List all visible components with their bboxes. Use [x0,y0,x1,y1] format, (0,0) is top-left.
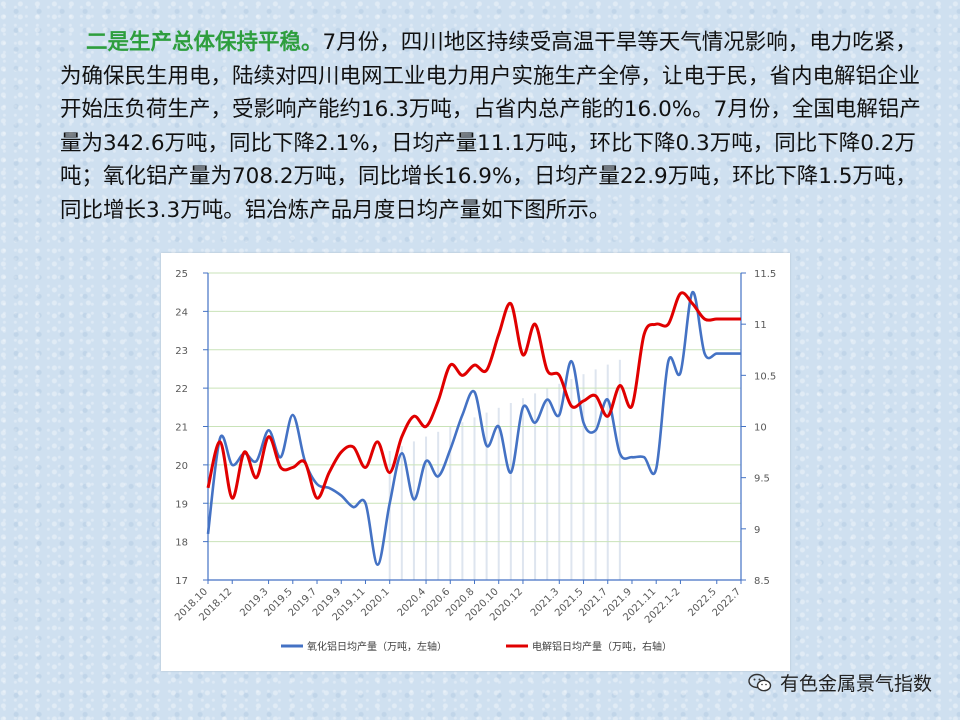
y-right-tick-label: 10.5 [754,371,776,382]
y-right-tick-label: 8.5 [754,576,770,587]
legend-label: 氧化铝日均产量（万吨，左轴） [307,640,447,653]
watermark-bar [618,359,621,580]
watermark-bar [400,446,403,580]
paragraph-text: 7月份，四川地区持续受高温干旱等天气情况影响，电力吃紧，为确保民生用电，陆续对四… [60,30,921,223]
watermark-bar [558,383,561,580]
y-left-tick-label: 17 [175,576,188,587]
y-left-tick-label: 20 [175,461,188,472]
y-right-tick-label: 11 [754,320,767,331]
series-line-aluminium [206,291,741,500]
y-right-tick-label: 9 [754,525,760,536]
y-left-tick-label: 25 [175,269,188,280]
watermark-bar [521,398,524,580]
series-line-alumina [206,290,741,566]
y-left-tick-label: 19 [175,499,188,510]
watermark-bar [582,374,585,580]
watermark: 有色金属景气指数 [748,669,932,696]
y-left-tick-label: 23 [175,346,188,357]
body-paragraph: 二是生产总体保持平稳。7月份，四川地区持续受高温干旱等天气情况影响，电力吃紧，为… [60,26,930,228]
watermark-bar [461,422,464,580]
watermark-bar [570,379,573,580]
watermark-bar [497,407,500,580]
watermark-bar [534,393,537,580]
watermark-bar [606,364,609,580]
watermark-text: 有色金属景气指数 [779,673,932,695]
y-left-tick-label: 24 [175,307,188,318]
legend-label: 电解铝日均产量（万吨，右轴） [532,640,672,653]
y-right-tick-label: 10 [754,423,767,434]
paragraph-highlight: 二是生产总体保持平稳。 [86,30,323,55]
y-left-tick-label: 18 [175,538,188,549]
watermark-bar [485,412,488,580]
line-chart: 1718192021222324258.599.51010.51111.5201… [173,269,776,653]
y-right-tick-label: 9.5 [754,474,770,485]
watermark-bar [412,441,415,580]
y-left-tick-label: 21 [175,423,188,434]
y-right-tick-label: 11.5 [754,269,776,280]
wechat-icon [748,673,772,691]
watermark-bar [388,451,391,580]
y-left-tick-label: 22 [175,384,188,395]
watermark-bar [425,436,428,580]
watermark-bar [594,369,597,580]
chart-container: 17 18 19 20 21 22 23 24 25 8.5 9 9.5 10 10.5 11 11.5 201… [161,253,790,671]
watermark-bar [437,431,440,580]
watermark-bar [473,417,476,580]
watermark-bar [509,403,512,580]
watermark-bar [546,388,549,580]
